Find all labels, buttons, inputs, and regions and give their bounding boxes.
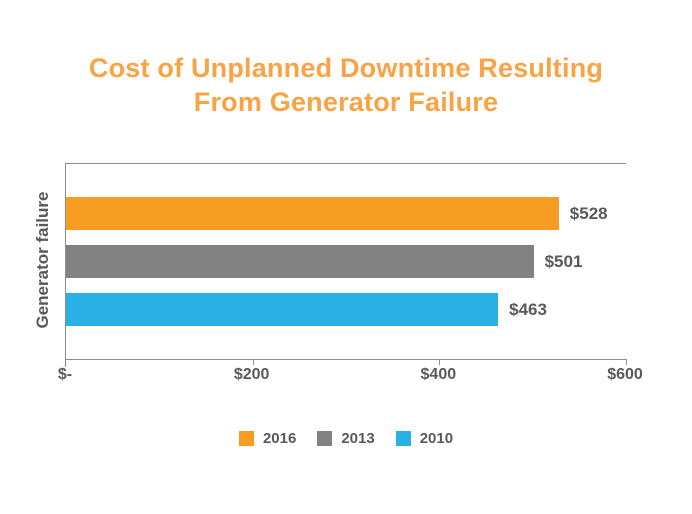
legend: 2016 2013 2010 (0, 430, 692, 447)
legend-label-2016: 2016 (262, 430, 297, 447)
legend-label-2013: 2013 (341, 430, 375, 447)
plot-area: $528 $501 $463 (65, 163, 627, 367)
bar-value-2010: $463 (509, 299, 547, 319)
legend-label-2010: 2010 (419, 430, 454, 447)
legend-swatch-2013 (317, 431, 333, 446)
legend-item-2010: 2010 (395, 430, 454, 447)
legend-item-2016: 2016 (238, 430, 297, 447)
x-tick-label-200: $200 (233, 366, 270, 383)
chart-title-line2: From Generator Failure (193, 86, 499, 117)
bar-2013 (66, 245, 534, 278)
legend-item-2013: 2013 (317, 430, 375, 447)
x-tick-label-400: $400 (420, 366, 457, 383)
chart-title: Cost of Unplanned Downtime Resulting From… (0, 52, 692, 120)
bar-value-2013: $501 (544, 251, 583, 271)
x-tick-mark (626, 359, 627, 365)
chart-title-line1: Cost of Unplanned Downtime Resulting (88, 53, 604, 83)
bar-row-2010: $463 (66, 293, 626, 326)
x-tick-label-0: $- (57, 366, 73, 383)
x-tick-mark (252, 359, 254, 365)
x-axis-zero-tick (65, 359, 66, 367)
legend-swatch-2010 (395, 431, 411, 446)
bar-2016 (66, 197, 559, 230)
bar-2010 (66, 293, 499, 326)
x-tick-label-600: $600 (607, 366, 643, 383)
bar-row-2013: $501 (66, 245, 626, 278)
bar-row-2016: $528 (66, 197, 626, 230)
y-axis-title: Generator failure (33, 191, 52, 329)
bar-value-2016: $528 (569, 203, 608, 223)
legend-swatch-2016 (238, 431, 254, 446)
x-axis-labels: $- $200 $400 $600 (58, 366, 643, 386)
x-tick-mark (439, 359, 441, 365)
